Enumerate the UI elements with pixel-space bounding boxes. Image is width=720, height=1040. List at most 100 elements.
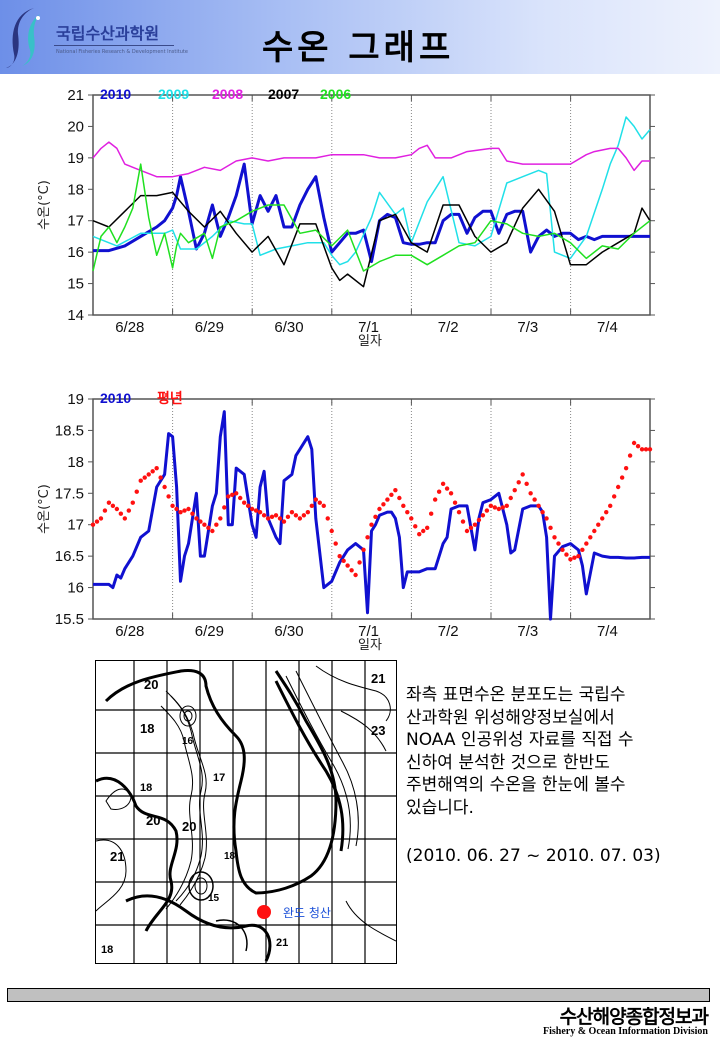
- data-point: [198, 519, 203, 524]
- data-point: [353, 572, 358, 578]
- y-tick-label: 18.5: [55, 422, 84, 439]
- series-line-2008: [92, 141, 650, 178]
- y-tick-label: 14: [67, 307, 84, 324]
- y-tick-label: 17: [67, 213, 84, 230]
- plot-frame: [92, 398, 651, 620]
- y-tick-label: 18: [67, 181, 84, 198]
- header-banner: 국립수산과학원 National Fisheries Research & De…: [0, 0, 720, 74]
- contour-label: 18: [224, 851, 236, 862]
- data-point: [401, 503, 406, 509]
- data-point: [464, 528, 470, 534]
- contour-label: 20: [144, 677, 158, 692]
- contour-label: 18: [140, 721, 154, 736]
- data-point: [405, 509, 410, 515]
- data-point: [381, 502, 386, 507]
- data-point: [110, 503, 116, 509]
- data-point: [166, 494, 171, 499]
- data-point: [142, 475, 147, 480]
- data-point: [178, 509, 183, 515]
- data-point: [369, 522, 374, 527]
- data-point: [281, 519, 287, 524]
- data-point: [273, 513, 279, 518]
- x-tick-label: 6/29: [195, 319, 224, 336]
- data-point: [580, 547, 585, 553]
- data-point: [333, 541, 338, 546]
- data-point: [257, 509, 263, 515]
- data-point: [588, 535, 593, 540]
- data-point: [182, 508, 187, 513]
- y-tick-label: 16: [67, 244, 84, 261]
- description-line: 주변해역의 수온을 한눈에 볼수: [406, 775, 626, 795]
- y-tick-label: 16: [67, 580, 84, 597]
- data-point: [560, 547, 565, 553]
- data-point: [222, 505, 227, 510]
- data-point: [496, 506, 502, 512]
- data-point: [118, 511, 124, 516]
- contour-label: 21: [371, 671, 385, 686]
- data-point: [361, 547, 366, 553]
- station-marker-icon: [257, 905, 271, 919]
- data-point: [627, 453, 633, 458]
- data-point: [218, 516, 223, 521]
- x-tick-label: 7/1: [358, 319, 379, 336]
- data-point: [619, 475, 625, 480]
- data-point: [528, 491, 533, 496]
- series-line-2006: [92, 163, 651, 272]
- data-point: [472, 522, 478, 527]
- data-point: [357, 560, 362, 565]
- data-point: [421, 528, 426, 534]
- data-point: [480, 513, 486, 518]
- legend-entry: 평년: [157, 390, 183, 406]
- data-point: [253, 508, 259, 513]
- data-point: [265, 516, 271, 521]
- data-point: [512, 487, 517, 493]
- legend-entry: 2008: [212, 86, 243, 102]
- data-point: [524, 481, 529, 487]
- data-point: [608, 503, 613, 509]
- data-point: [122, 516, 128, 521]
- description-line: 산과학원 위성해양정보실에서: [406, 707, 615, 728]
- data-point: [90, 522, 96, 527]
- y-tick-label: 15: [67, 276, 84, 293]
- data-point: [309, 503, 315, 509]
- y-tick-label: 15.5: [55, 611, 84, 628]
- legend-entry: 2009: [158, 86, 189, 102]
- data-point: [238, 495, 243, 501]
- logo-divider: [54, 45, 174, 46]
- data-point: [385, 497, 390, 502]
- data-point: [484, 508, 490, 513]
- data-point: [186, 506, 191, 512]
- data-point: [194, 516, 199, 521]
- x-tick-label: 7/2: [438, 319, 459, 336]
- data-point: [277, 516, 283, 521]
- data-point: [540, 509, 545, 515]
- data-point: [170, 503, 175, 509]
- page-title: 수온 그래프: [262, 28, 455, 68]
- legend-entry: 2006: [320, 86, 351, 102]
- data-point: [596, 522, 601, 527]
- data-point: [130, 500, 135, 505]
- data-point: [146, 472, 151, 477]
- data-point: [98, 516, 104, 521]
- data-point: [544, 516, 549, 521]
- y-tick-label: 19: [67, 391, 84, 408]
- y-tick-label: 21: [67, 87, 84, 104]
- x-tick-label: 6/28: [115, 319, 144, 336]
- data-point: [126, 508, 132, 513]
- data-point: [444, 486, 450, 491]
- x-axis-label: 일자: [358, 334, 382, 349]
- data-point: [556, 541, 561, 546]
- org-name: 국립수산과학원: [56, 24, 160, 43]
- data-point: [448, 491, 454, 496]
- data-point: [600, 516, 605, 521]
- data-point: [289, 509, 295, 515]
- data-point: [476, 517, 482, 523]
- y-tick-label: 18: [67, 454, 84, 471]
- x-tick-label: 6/28: [115, 623, 144, 640]
- data-point: [631, 440, 637, 446]
- data-point: [417, 531, 422, 537]
- sst-distribution-map: 20 18 16 17 18 20 20 21 18 15 21 21 23 1…: [95, 660, 397, 964]
- data-point: [305, 509, 311, 515]
- water-temp-chart-yearly: 14 15 16 17 18 19 20 21 6/28 6/29 6/30 7/1 7/2 7/3 7/4…: [37, 86, 655, 349]
- footer-division-en: Fishery & Ocean Information Division: [543, 1026, 708, 1037]
